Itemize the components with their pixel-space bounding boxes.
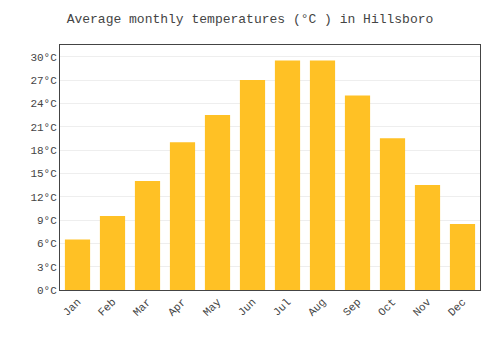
svg-text:Nov: Nov (411, 296, 434, 319)
svg-text:12°C: 12°C (30, 192, 57, 204)
svg-text:Aug: Aug (306, 296, 328, 318)
svg-text:Oct: Oct (376, 296, 398, 318)
svg-text:21°C: 21°C (30, 122, 57, 134)
svg-text:27°C: 27°C (30, 75, 57, 87)
svg-text:6°C: 6°C (37, 238, 57, 250)
svg-text:Mar: Mar (131, 296, 153, 318)
svg-text:Apr: Apr (166, 296, 188, 318)
svg-text:3°C: 3°C (37, 262, 57, 274)
svg-text:9°C: 9°C (37, 215, 57, 227)
svg-text:30°C: 30°C (30, 52, 57, 64)
svg-text:Dec: Dec (446, 296, 468, 318)
svg-text:24°C: 24°C (30, 98, 57, 110)
svg-text:Jan: Jan (61, 296, 83, 318)
svg-text:Sep: Sep (341, 296, 363, 318)
svg-text:Jun: Jun (236, 296, 258, 318)
svg-text:Feb: Feb (96, 296, 118, 318)
svg-text:Average monthly temperatures (: Average monthly temperatures (°C ) in Hi… (67, 12, 434, 27)
svg-text:15°C: 15°C (30, 168, 57, 180)
svg-text:0°C: 0°C (37, 285, 57, 297)
svg-text:Jul: Jul (271, 296, 293, 318)
svg-text:18°C: 18°C (30, 145, 57, 157)
svg-text:May: May (201, 296, 224, 319)
